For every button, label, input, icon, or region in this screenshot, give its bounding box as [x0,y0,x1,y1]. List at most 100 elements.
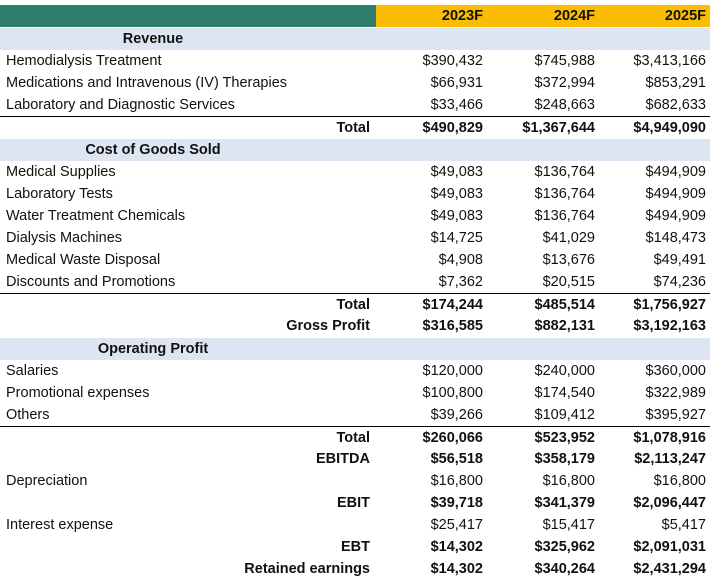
section-title: Revenue [122,31,184,47]
value-2024f: $882,131 [534,318,595,334]
value-2025f: $2,091,031 [633,539,706,555]
row-label: Medications and Intravenous (IV) Therapi… [6,75,288,91]
table-row: Hemodialysis Treatment $390,432 $745,988… [0,50,710,72]
row-label: Medical Waste Disposal [6,252,161,268]
value-2024f: $136,764 [534,164,595,180]
value-2023f: $120,000 [422,363,483,379]
value-2024f: $174,540 [534,385,595,401]
value-2023f: $4,908 [438,252,483,268]
value-2023f: $14,725 [430,230,483,246]
table-row: Others $39,266 $109,412 $395,927 [0,404,710,426]
value-2025f: $148,473 [645,230,706,246]
value-2024f: $13,676 [542,252,595,268]
value-2023f: $16,800 [430,473,483,489]
row-label: Laboratory Tests [6,186,113,202]
value-2025f: $494,909 [645,164,706,180]
value-2025f: $1,078,916 [633,430,706,446]
value-2025f: $3,413,166 [633,53,706,69]
value-2023f: $25,417 [430,517,483,533]
gross-profit-label: Gross Profit [286,318,370,334]
row-label: Dialysis Machines [6,230,123,246]
value-2024f: $248,663 [534,97,595,113]
value-2024f: $485,514 [534,297,595,313]
value-2025f: $5,417 [661,517,706,533]
ebt-row: EBT $14,302 $325,962 $2,091,031 [0,536,710,558]
revenue-total-row: Total $490,829 $1,367,644 $4,949,090 [0,116,710,139]
value-2023f: $39,718 [430,495,483,511]
header-2024f: 2024F [487,5,599,27]
value-2023f: $49,083 [430,208,483,224]
retained-earnings-row: Retained earnings $14,302 $340,264 $2,43… [0,558,710,580]
value-2023f: $7,362 [438,274,483,290]
ebitda-row: EBITDA $56,518 $358,179 $2,113,247 [0,448,710,470]
row-label: Promotional expenses [6,385,150,401]
value-2024f: $136,764 [534,208,595,224]
value-2025f: $853,291 [645,75,706,91]
value-2025f: $4,949,090 [633,120,706,136]
table-row: Laboratory and Diagnostic Services $33,4… [0,94,710,116]
interest-expense-label: Interest expense [6,517,114,533]
table-row: Dialysis Machines $14,725 $41,029 $148,4… [0,227,710,249]
table-row: Water Treatment Chemicals $49,083 $136,7… [0,205,710,227]
value-2023f: $260,066 [422,430,483,446]
value-2023f: $33,466 [430,97,483,113]
value-2024f: $240,000 [534,363,595,379]
header-label-cell [0,5,376,27]
value-2024f: $523,952 [534,430,595,446]
table-row: Medical Waste Disposal $4,908 $13,676 $4… [0,249,710,271]
value-2024f: $372,994 [534,75,595,91]
table-row: Salaries $120,000 $240,000 $360,000 [0,360,710,382]
value-2024f: $358,179 [534,451,595,467]
gross-profit-row: Gross Profit $316,585 $882,131 $3,192,16… [0,315,710,337]
value-2025f: $494,909 [645,186,706,202]
value-2023f: $316,585 [422,318,483,334]
ebit-label: EBIT [336,495,370,511]
value-2023f: $49,083 [430,164,483,180]
value-2025f: $2,096,447 [633,495,706,511]
value-2023f: $14,302 [430,561,483,577]
cogs-total-row: Total $174,244 $485,514 $1,756,927 [0,293,710,316]
retained-earnings-label: Retained earnings [244,561,370,577]
value-2024f: $341,379 [534,495,595,511]
value-2024f: $16,800 [542,473,595,489]
row-label: Hemodialysis Treatment [6,53,162,69]
value-2023f: $174,244 [422,297,483,313]
table-row: Discounts and Promotions $7,362 $20,515 … [0,271,710,293]
section-cogs: Cost of Goods Sold [0,139,710,161]
section-operating-profit: Operating Profit [0,338,710,360]
depreciation-row: Depreciation $16,800 $16,800 $16,800 [0,470,710,492]
ebitda-label: EBITDA [316,451,370,467]
value-2023f: $66,931 [430,75,483,91]
ebit-row: EBIT $39,718 $341,379 $2,096,447 [0,492,710,514]
value-2023f: $100,800 [422,385,483,401]
value-2024f: $109,412 [534,407,595,423]
opex-total-row: Total $260,066 $523,952 $1,078,916 [0,426,710,449]
total-label: Total [336,297,370,313]
value-2023f: $14,302 [430,539,483,555]
section-revenue: Revenue [0,28,710,50]
value-2025f: $2,113,247 [634,451,706,467]
value-2024f: $20,515 [542,274,595,290]
total-label: Total [336,120,370,136]
interest-expense-row: Interest expense $25,417 $15,417 $5,417 [0,514,710,536]
row-label: Laboratory and Diagnostic Services [6,97,235,113]
section-title: Cost of Goods Sold [85,142,221,158]
table-row: Laboratory Tests $49,083 $136,764 $494,9… [0,183,710,205]
row-label: Water Treatment Chemicals [6,208,186,224]
row-label: Medical Supplies [6,164,116,180]
value-2025f: $2,431,294 [633,561,706,577]
value-2024f: $325,962 [534,539,595,555]
value-2024f: $1,367,644 [522,120,595,136]
value-2025f: $322,989 [645,385,706,401]
ebt-label: EBT [341,539,370,555]
value-2024f: $41,029 [542,230,595,246]
value-2025f: $49,491 [653,252,706,268]
value-2023f: $490,829 [422,120,483,136]
row-label: Others [6,407,50,423]
value-2024f: $15,417 [542,517,595,533]
value-2025f: $682,633 [645,97,706,113]
value-2025f: $74,236 [653,274,706,290]
value-2023f: $49,083 [430,186,483,202]
value-2024f: $745,988 [534,53,595,69]
